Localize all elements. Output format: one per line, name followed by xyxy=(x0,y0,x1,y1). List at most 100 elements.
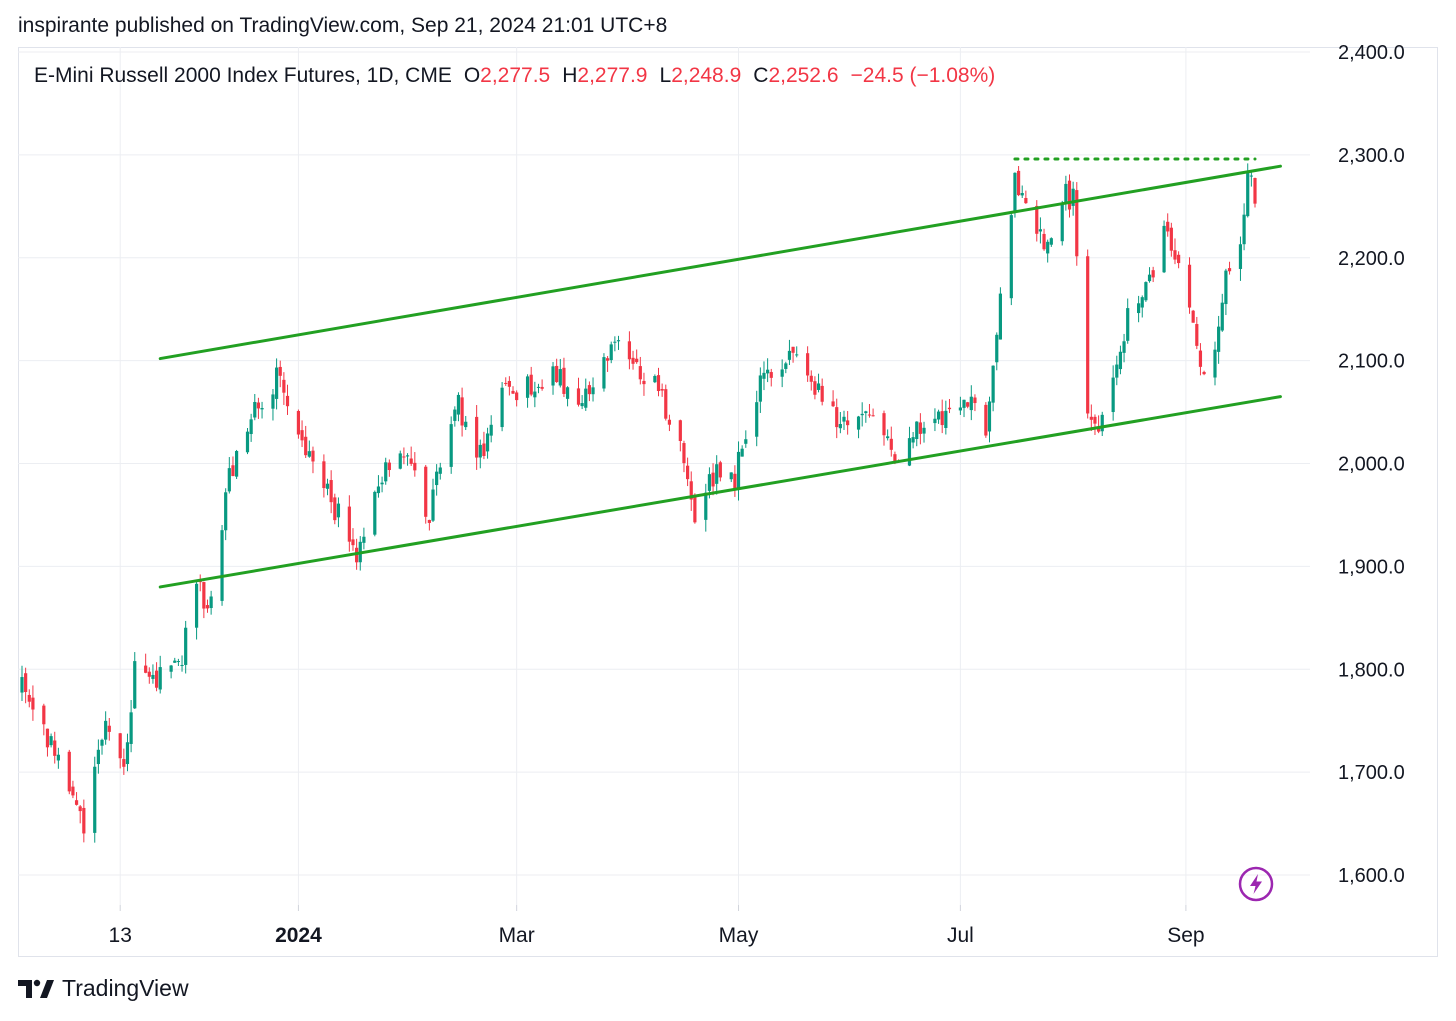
candle xyxy=(755,390,759,447)
candle-body xyxy=(1111,377,1115,413)
candle xyxy=(304,425,308,458)
candle xyxy=(886,429,890,441)
candle xyxy=(387,459,391,477)
candle xyxy=(969,385,973,421)
candle xyxy=(176,658,180,667)
candle xyxy=(580,395,584,410)
candle xyxy=(413,452,417,477)
candle-body xyxy=(860,413,864,416)
candle xyxy=(431,478,435,522)
change-value: −24.5 (−1.08%) xyxy=(850,64,996,87)
candle xyxy=(1177,251,1181,269)
candle-body xyxy=(67,751,71,792)
candle-body xyxy=(820,385,824,402)
candle-body xyxy=(736,451,741,490)
candle xyxy=(962,399,966,418)
candle-body xyxy=(438,467,442,474)
candle xyxy=(271,388,275,421)
candle-body xyxy=(718,462,722,478)
candle-body xyxy=(1166,221,1170,232)
candle-body xyxy=(1126,308,1130,341)
candle-body xyxy=(1097,427,1101,432)
y-axis[interactable]: 1,600.0 1,700.0 1,800.0 1,900.0 2,000.0 2,100… xyxy=(1338,42,1405,887)
candle-body xyxy=(1213,349,1217,378)
candle-body xyxy=(1224,270,1228,305)
candle-body xyxy=(813,381,817,395)
candle xyxy=(384,457,388,485)
tradingview-logo-icon[interactable] xyxy=(18,978,54,1000)
x-axis[interactable]: 13 2024 Mar May Jul Sep xyxy=(109,905,1205,947)
candle xyxy=(173,657,177,663)
candle xyxy=(260,401,264,419)
candle xyxy=(1042,228,1046,251)
open-value: 2,277.5 xyxy=(480,64,551,87)
candle-body xyxy=(1191,310,1195,323)
candle xyxy=(795,346,799,358)
candle-body xyxy=(1253,178,1257,204)
candle xyxy=(1147,267,1152,283)
candle-body xyxy=(511,390,515,394)
candle-body xyxy=(616,340,621,342)
candle xyxy=(944,400,948,435)
candle xyxy=(740,445,744,457)
candle xyxy=(1064,175,1068,211)
candle-body xyxy=(53,740,57,756)
candle xyxy=(638,356,642,385)
candle-body xyxy=(1147,274,1152,282)
candle xyxy=(555,358,559,383)
candle xyxy=(816,373,821,393)
candle xyxy=(631,350,635,370)
chart-frame xyxy=(18,47,1438,957)
candle xyxy=(787,339,792,366)
candle xyxy=(1173,238,1177,265)
candle xyxy=(67,749,71,795)
candle xyxy=(1009,212,1013,306)
candle xyxy=(635,349,639,364)
candle xyxy=(1213,341,1217,386)
candle xyxy=(198,574,202,592)
candle-body xyxy=(667,419,672,425)
candle-body xyxy=(227,468,231,492)
candle xyxy=(536,383,541,394)
candle-body xyxy=(325,483,330,489)
candle xyxy=(245,428,250,455)
candle xyxy=(733,465,737,497)
candle-body xyxy=(867,414,872,416)
candle-body xyxy=(118,733,122,759)
candle xyxy=(922,421,926,443)
candle-body xyxy=(300,430,304,441)
candle xyxy=(82,799,86,843)
candle-body xyxy=(104,720,108,740)
candle xyxy=(718,460,722,482)
candle xyxy=(347,495,351,552)
candle-body xyxy=(129,712,133,744)
candle xyxy=(1016,166,1021,197)
candle xyxy=(1137,295,1141,323)
candle-body xyxy=(500,387,504,428)
candle xyxy=(31,685,35,721)
candle xyxy=(933,408,937,432)
candle xyxy=(253,394,257,421)
candle xyxy=(667,414,672,432)
candle xyxy=(1049,237,1053,247)
candle xyxy=(576,377,581,407)
candle xyxy=(871,408,875,417)
candle-body xyxy=(322,461,326,489)
candle xyxy=(220,525,224,606)
candle-body xyxy=(275,367,279,399)
candle xyxy=(42,703,46,736)
candle xyxy=(74,792,79,806)
lightning-icon[interactable] xyxy=(1238,866,1274,902)
y-tick-label: 1,600.0 xyxy=(1338,865,1405,887)
candle-body xyxy=(816,383,821,390)
candle-body xyxy=(1038,229,1043,232)
trend-lines[interactable] xyxy=(158,157,1282,589)
candle-body xyxy=(565,387,570,399)
candle xyxy=(736,441,741,501)
candle-body xyxy=(1009,215,1013,299)
candle-body xyxy=(551,366,555,386)
candle-body xyxy=(507,380,511,387)
candle xyxy=(1151,266,1155,283)
y-tick-label: 1,700.0 xyxy=(1338,762,1405,784)
